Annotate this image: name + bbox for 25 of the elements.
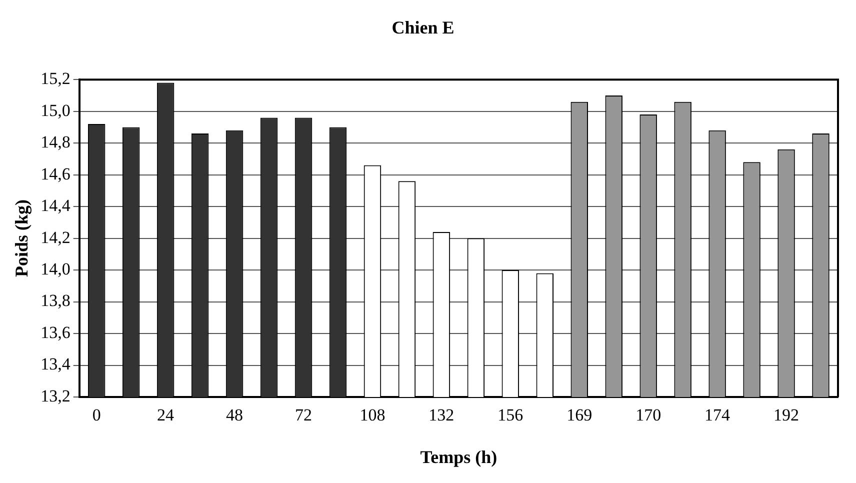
x-tick-label: 132	[428, 406, 454, 425]
y-tick-label: 13,2	[40, 386, 70, 406]
y-tick-label: 14,6	[40, 164, 70, 184]
y-tick-label: 15,2	[40, 69, 70, 88]
x-tick-label: 108	[360, 406, 386, 425]
y-tick-label: 14,8	[40, 132, 70, 152]
x-tick-label: 24	[157, 406, 175, 425]
x-tick-label: 72	[294, 406, 312, 425]
y-tick-label: 14,0	[40, 260, 70, 279]
chart-title: Chien E	[392, 17, 454, 38]
x-tick-label: 156	[498, 406, 524, 425]
y-tick-label: 13,6	[40, 322, 70, 342]
y-tick-label: 13,4	[40, 354, 71, 374]
x-tick-label: 174	[704, 406, 731, 425]
y-tick-label: 14,4	[40, 196, 71, 216]
y-tick-label: 15,0	[40, 100, 70, 120]
x-tick-label: 169	[566, 406, 592, 425]
y-tick-label: 13,8	[40, 291, 70, 310]
x-tick-label: 192	[774, 406, 800, 425]
y-axis-title: Poids (kg)	[11, 200, 32, 278]
x-tick-label: 0	[92, 406, 101, 425]
y-tick-label: 14,2	[40, 228, 70, 247]
x-axis-title: Temps (h)	[420, 446, 498, 467]
x-tick-label: 48	[226, 406, 244, 425]
x-tick-label: 170	[636, 406, 662, 425]
